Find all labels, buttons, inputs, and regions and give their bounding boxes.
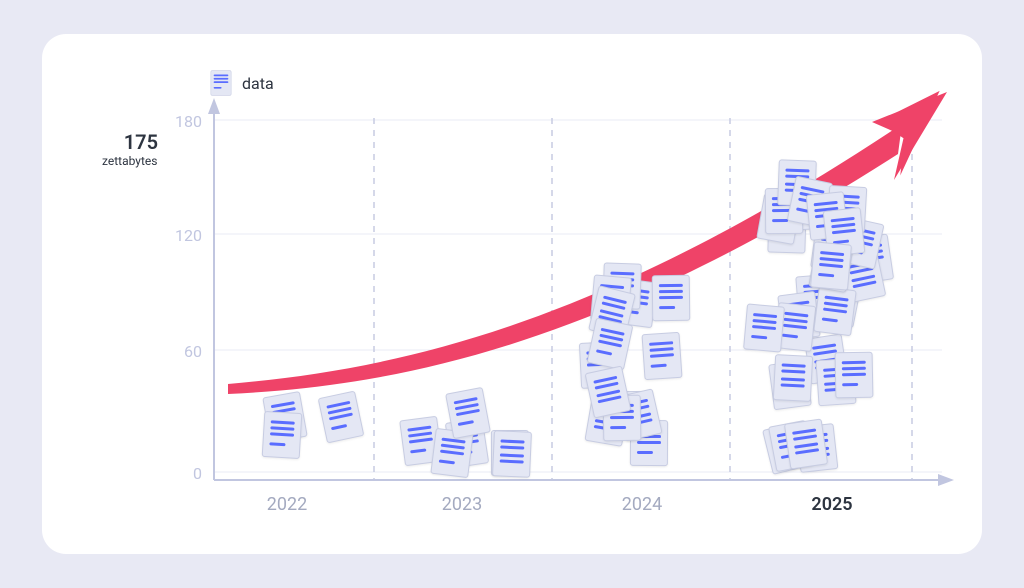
highlight-value: 175	[110, 130, 158, 154]
xtick-2023: 2023	[402, 494, 522, 515]
doc-icon	[641, 332, 682, 380]
doc-icon	[810, 241, 852, 290]
ytick-120: 120	[154, 226, 202, 245]
doc-icon	[262, 411, 303, 459]
ytick-180: 180	[154, 112, 202, 131]
legend-label: data	[242, 74, 274, 93]
doc-icon	[773, 354, 813, 402]
ytick-60: 60	[154, 342, 202, 361]
doc-icon	[743, 304, 785, 353]
doc-icon	[492, 430, 532, 478]
legend: data	[210, 70, 274, 96]
xtick-2025: 2025	[772, 494, 892, 515]
data-icon	[210, 70, 232, 96]
doc-icon	[585, 365, 632, 418]
doc-icon	[835, 352, 874, 399]
chart-card: data 0 60 120 180 175 zettabytes 2022 20…	[42, 34, 982, 554]
pile-2024	[557, 260, 727, 480]
doc-icon	[317, 390, 364, 443]
doc-icon	[652, 274, 691, 320]
ytick-0: 0	[154, 464, 202, 483]
doc-icon	[587, 318, 634, 371]
xtick-2022: 2022	[227, 494, 347, 515]
highlight-unit: zettabytes	[102, 154, 172, 168]
doc-icon	[784, 419, 828, 470]
doc-icon	[814, 285, 857, 335]
xtick-2024: 2024	[582, 494, 702, 515]
pile-2023	[392, 360, 562, 480]
doc-icon	[445, 387, 491, 439]
pile-2022	[212, 390, 382, 480]
pile-2025	[732, 160, 902, 480]
